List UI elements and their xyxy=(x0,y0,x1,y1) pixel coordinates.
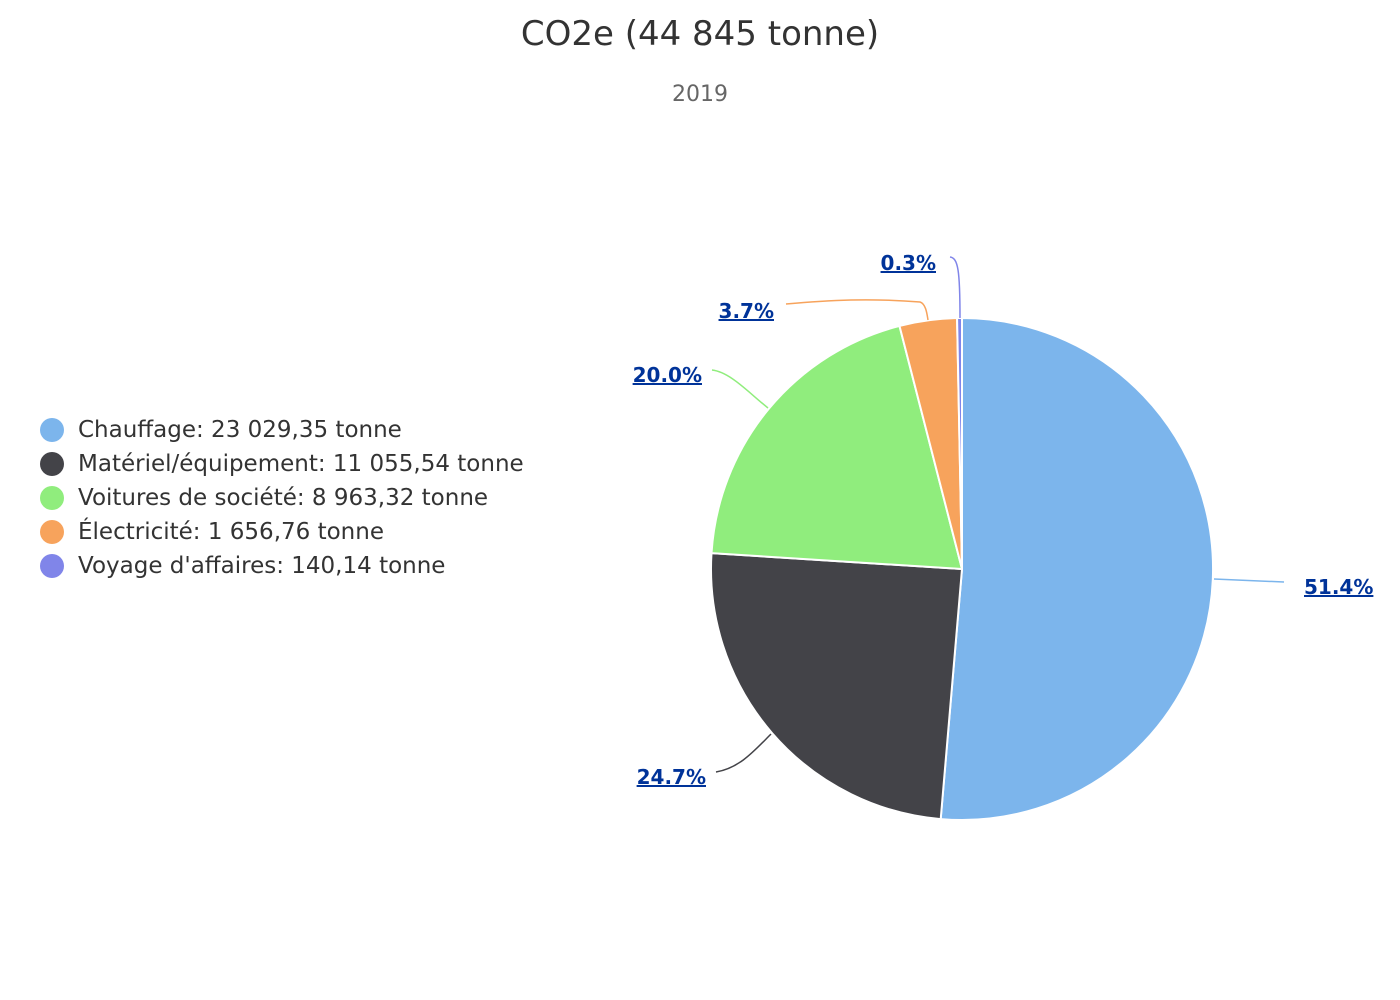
legend-marker xyxy=(40,486,64,510)
pie-slice-materiel[interactable] xyxy=(710,552,963,821)
legend-label: Chauffage: 23 029,35 tonne xyxy=(78,417,402,443)
legend-marker xyxy=(40,418,64,442)
legend-item-voyage[interactable]: Voyage d'affaires: 140,14 tonne xyxy=(40,549,524,583)
legend-marker xyxy=(40,520,64,544)
legend-item-materiel[interactable]: Matériel/équipement: 11 055,54 tonne xyxy=(40,447,524,481)
legend-item-electricite[interactable]: Électricité: 1 656,76 tonne xyxy=(40,515,524,549)
chart-subtitle: 2019 xyxy=(672,82,728,107)
legend-label: Voyage d'affaires: 140,14 tonne xyxy=(78,553,446,579)
pie-slice-voitures[interactable] xyxy=(710,324,963,570)
legend-label: Voitures de société: 8 963,32 tonne xyxy=(78,485,489,511)
legend-marker xyxy=(40,452,64,476)
legend-item-voitures[interactable]: Voitures de société: 8 963,32 tonne xyxy=(40,481,524,515)
chart-title: CO2e (44 845 tonne) xyxy=(520,14,880,54)
legend: Chauffage: 23 029,35 tonne Matériel/équi… xyxy=(40,413,524,583)
data-label-voitures: 20.0% xyxy=(633,363,702,387)
pie-slice-voyage[interactable] xyxy=(956,317,963,570)
connector-line-chauffage xyxy=(1213,578,1285,583)
connector-line-electricite xyxy=(785,299,929,321)
connector-line-voyage xyxy=(949,256,961,319)
pie-slice-chauffage[interactable] xyxy=(939,317,1215,821)
connector-line-materiel xyxy=(715,733,772,773)
legend-item-chauffage[interactable]: Chauffage: 23 029,35 tonne xyxy=(40,413,524,447)
data-label-materiel: 24.7% xyxy=(637,765,706,789)
connector-line-voitures xyxy=(711,369,769,409)
data-label-voyage: 0.3% xyxy=(881,251,936,275)
legend-label: Électricité: 1 656,76 tonne xyxy=(78,519,384,545)
legend-label: Matériel/équipement: 11 055,54 tonne xyxy=(78,451,524,477)
legend-marker xyxy=(40,554,64,578)
data-label-electricite: 3.7% xyxy=(719,299,774,323)
data-label-chauffage: 51.4% xyxy=(1304,575,1373,599)
